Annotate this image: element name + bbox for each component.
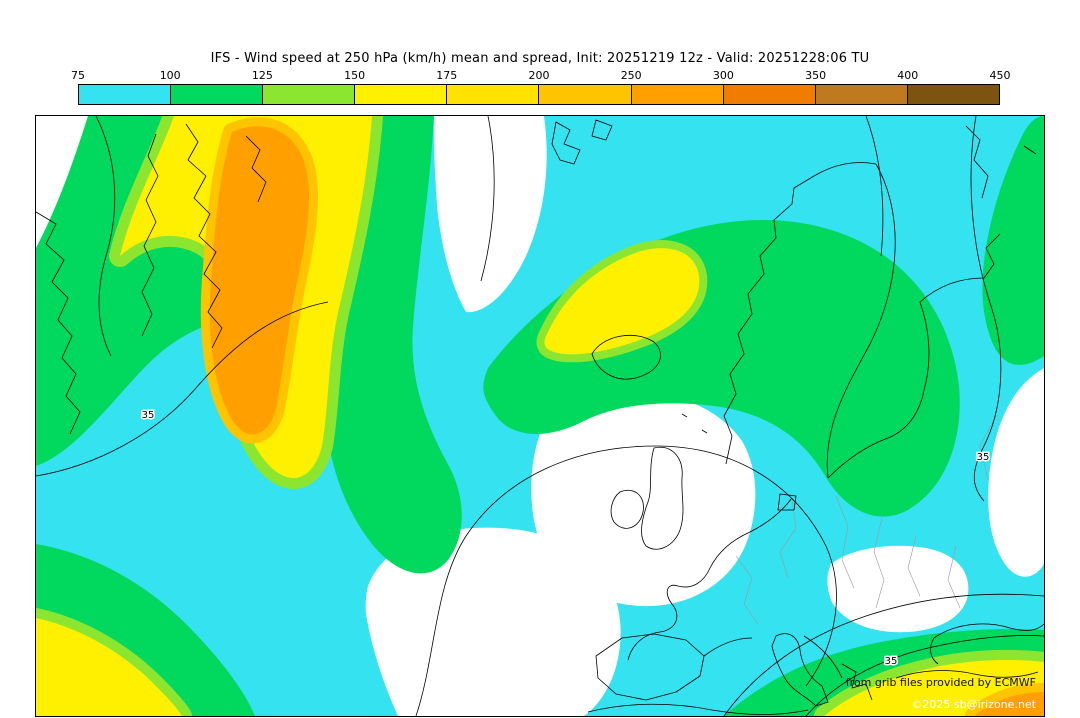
coast-ireland	[610, 489, 644, 529]
coast-labrador	[36, 211, 81, 435]
coast-great-britain	[641, 446, 684, 550]
contour-lines	[36, 116, 1044, 716]
colorbar-tick-label: 175	[436, 69, 458, 82]
coast-norway	[723, 162, 877, 465]
colorbar-segment	[723, 85, 816, 104]
colorbar: 75 100 125 150 175 200 250 300 350 400 4…	[71, 69, 1011, 107]
colorbar-tick-label: 200	[528, 69, 550, 82]
coast-turkey	[895, 670, 1039, 679]
colorbar-tick-label: 400	[897, 69, 919, 82]
coast-black-sea	[930, 623, 1044, 665]
contour-label: 35	[885, 656, 898, 667]
colorbar-segment	[263, 85, 356, 104]
colorbar-tick-labels: 75 100 125 150 175 200 250 300 350 400 4…	[71, 69, 1011, 82]
coast-greenland-island	[245, 135, 267, 203]
map-frame: 35 35 35 from grib files provided by ECM…	[35, 115, 1045, 717]
colorbar-segment	[355, 85, 448, 104]
coast-west-europe	[627, 497, 793, 661]
colorbar-segment	[815, 85, 908, 104]
contour-label: 35	[977, 452, 990, 463]
attribution-copyright: ©2025 sb@irizone.net	[911, 698, 1036, 711]
colorbar-segment	[539, 85, 632, 104]
country-borders	[735, 415, 997, 625]
band-250-regions	[200, 117, 1044, 716]
colorbar-tick-label: 75	[71, 69, 85, 82]
contour-label: 35	[142, 410, 155, 421]
yellow-core-scandinavia	[544, 248, 700, 355]
colorbar-segment	[79, 85, 172, 104]
orange-core-greenland-max	[209, 126, 310, 435]
coast-denmark	[777, 493, 797, 511]
colorbar-segment	[171, 85, 264, 104]
green-strip-topright	[982, 116, 1044, 365]
coast-svalbard	[551, 119, 613, 165]
white-region-bottomright	[827, 545, 969, 633]
colorbar-tick-label: 250	[620, 69, 642, 82]
colorbar-tick-label: 125	[251, 69, 273, 82]
coast-iberia	[595, 633, 705, 701]
coast-novaya-zemlya	[965, 125, 1037, 199]
yellow-core-bottomleft	[36, 618, 182, 716]
coastlines	[36, 119, 1044, 715]
colorbar-tick-label: 300	[712, 69, 734, 82]
wind-speed-map: 35 35 35 from grib files provided by ECM…	[36, 116, 1044, 716]
colorbar-tick-label: 350	[805, 69, 827, 82]
coast-north-africa	[587, 703, 809, 715]
coast-faroe-shetland	[681, 413, 708, 434]
chart-title: IFS - Wind speed at 250 hPa (km/h) mean …	[210, 51, 870, 66]
white-region-topcenter	[433, 116, 547, 313]
attribution-source: from grib files provided by ECMWF	[846, 676, 1036, 689]
colorbar-segment	[447, 85, 540, 104]
colorbar-tick-label: 100	[159, 69, 181, 82]
coast-italy	[771, 633, 829, 707]
coast-greenland-west	[141, 133, 159, 337]
colorbar-segment	[631, 85, 724, 104]
white-region-rightedge	[988, 368, 1044, 577]
orange-core-bottomright-corner	[974, 692, 1044, 716]
white-region-center	[531, 392, 756, 607]
coast-iceland	[591, 334, 661, 380]
colorbar-gradient-bar	[78, 84, 1000, 105]
coast-baltic-finland	[827, 233, 1001, 479]
coast-adriatic-greece	[803, 635, 873, 701]
contour-labels: 35 35 35	[140, 409, 991, 669]
white-region-bottomcenter	[365, 527, 621, 716]
coast-sweden-baltic	[826, 163, 896, 479]
colorbar-tick-label: 450	[989, 69, 1011, 82]
colorbar-segment	[907, 85, 999, 104]
coast-france-med	[703, 637, 753, 657]
white-regions	[36, 116, 1044, 716]
colorbar-tick-label: 150	[344, 69, 366, 82]
coast-greenland-east	[185, 123, 223, 349]
